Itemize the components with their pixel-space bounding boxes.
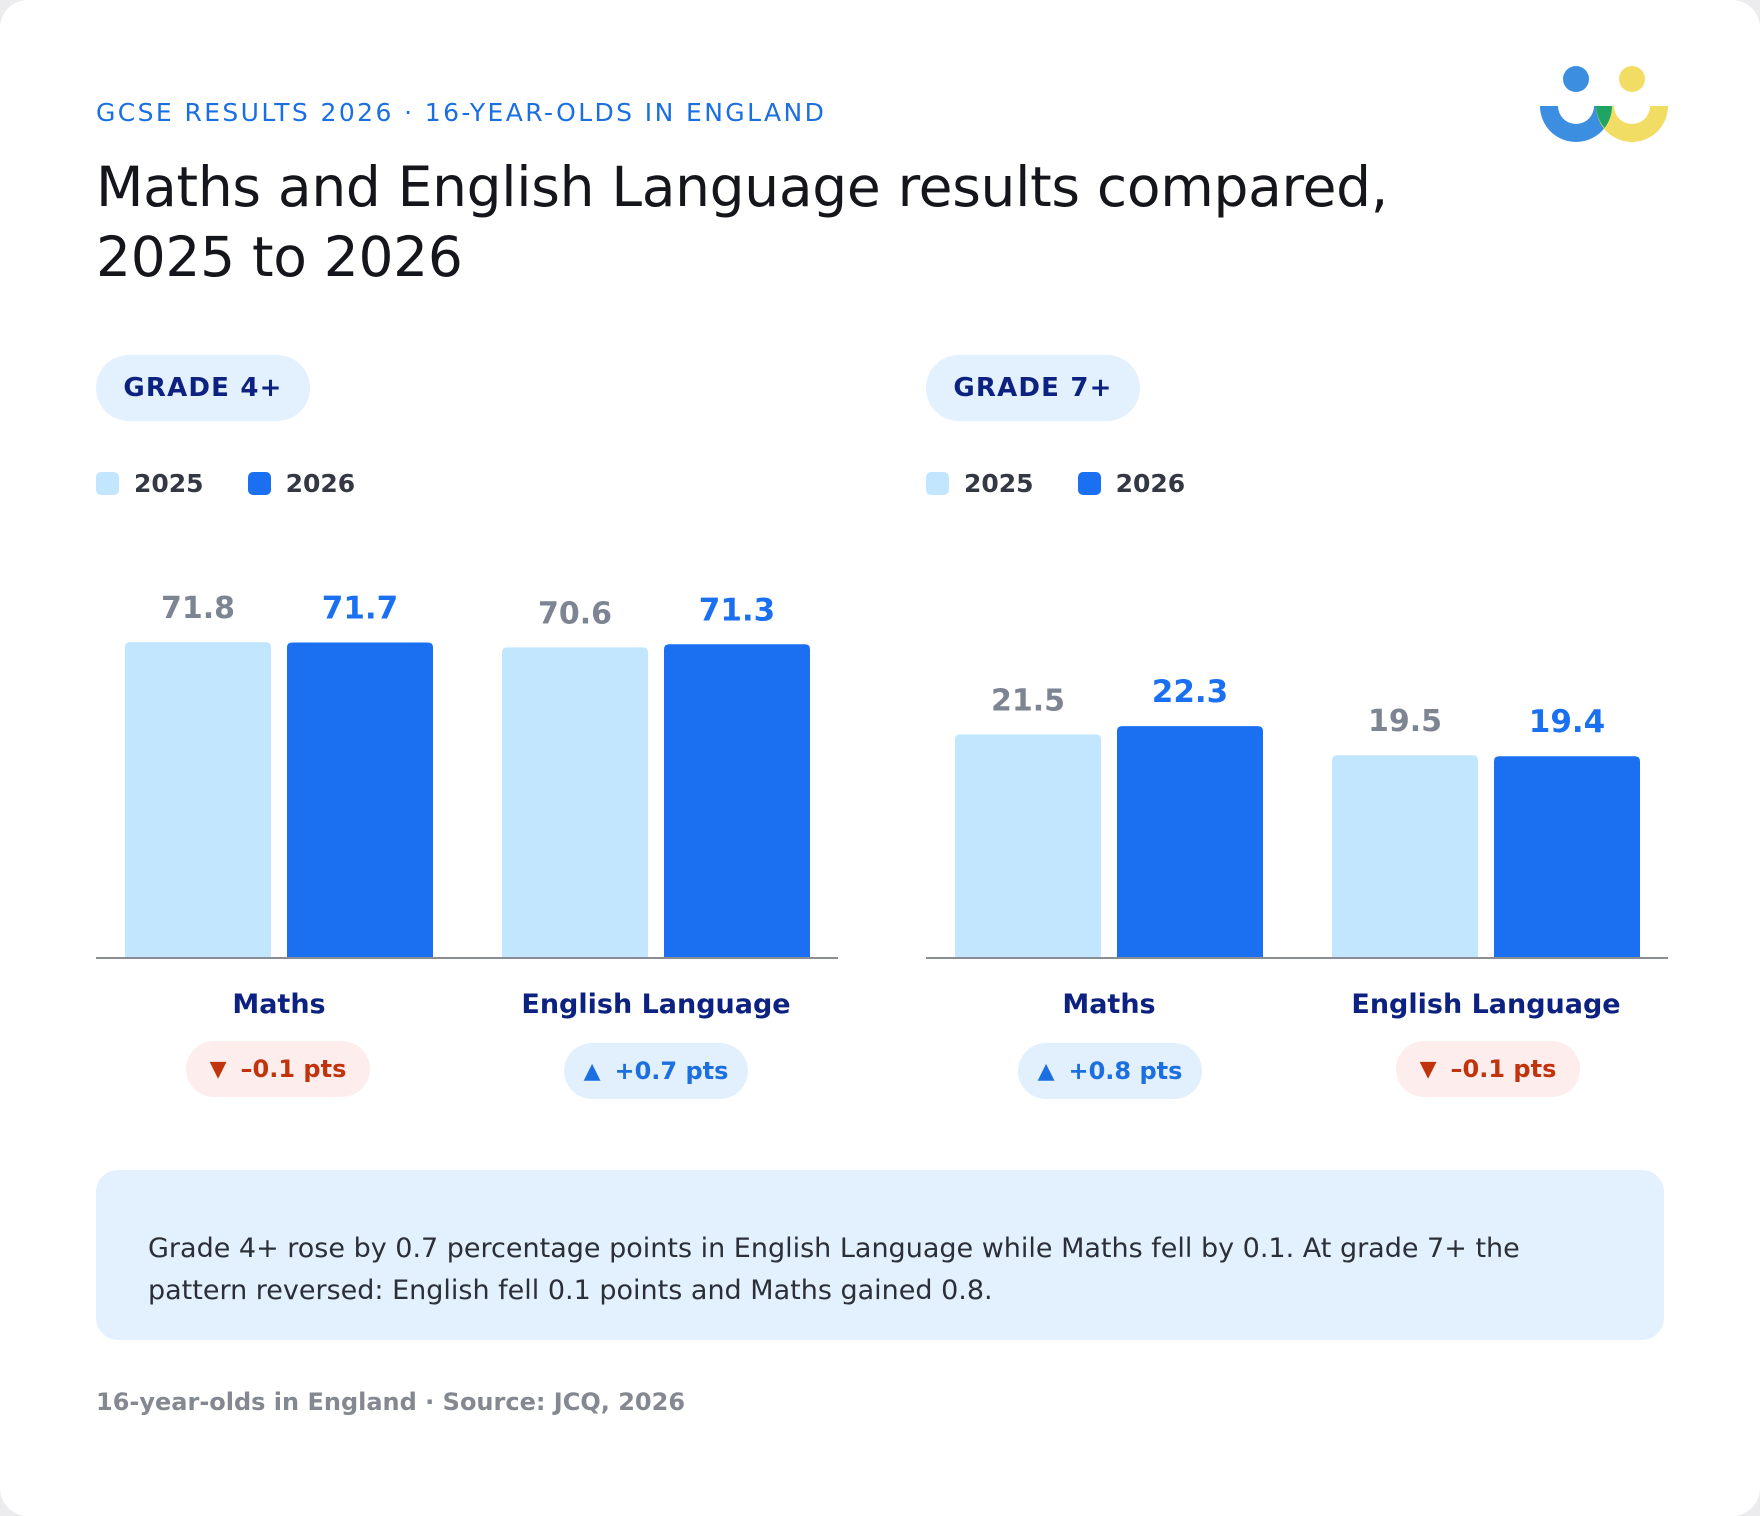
change-badge-grade4-english: ▲ +0.7 pts: [564, 1043, 748, 1099]
grade-7-pill: GRADE 7+: [926, 355, 1140, 421]
change-badge-grade7-maths: ▲ +0.8 pts: [1018, 1043, 1202, 1099]
legend-swatch-2026: [1077, 471, 1101, 495]
bar-value-label: 19.4: [1529, 704, 1606, 740]
legend-item-2026: 2026: [1077, 468, 1186, 498]
legend-item-2025: 2025: [926, 469, 1034, 498]
legend-label-2025: 2025: [134, 468, 204, 498]
legend-label-2025: 2025: [964, 468, 1034, 498]
legend-swatch-2025: [96, 471, 119, 495]
people-logo-icon: [1540, 66, 1668, 142]
bar-2026-maths: [287, 642, 433, 958]
up-arrow-icon: ▲: [583, 1058, 601, 1084]
bar-2026-english-language: [664, 644, 810, 958]
legend-label-2026: 2026: [285, 468, 356, 498]
logo-blue-head: [1563, 66, 1589, 92]
bar-2025-maths: [125, 642, 271, 958]
logo-green-overlap: [1596, 106, 1612, 128]
bar-value-label: 19.5: [1368, 704, 1442, 739]
category-label: Maths: [1062, 989, 1155, 1020]
eyebrow-text: GCSE RESULTS 2026 · 16-YEAR-OLDS IN ENGL…: [96, 98, 827, 127]
change-badge-text: –0.1 pts: [240, 1055, 347, 1083]
category-label: English Language: [1351, 989, 1620, 1020]
logo-blue-arc: [1540, 106, 1612, 142]
bar-value-label: 71.7: [322, 591, 399, 627]
bar-value-label: 71.3: [699, 592, 776, 628]
logo-yellow-arc: [1596, 106, 1668, 142]
legend-grade-7: 2025 2026: [926, 466, 1229, 500]
category-label: English Language: [521, 989, 790, 1020]
source-note: 16-year-olds in England · Source: JCQ, 2…: [96, 1388, 686, 1416]
category-label: Maths: [232, 989, 325, 1020]
legend-label-2026: 2026: [1115, 468, 1186, 498]
down-arrow-icon: ▼: [1419, 1056, 1437, 1082]
summary-note: Grade 4+ rose by 0.7 percentage points i…: [96, 1170, 1664, 1340]
bar-2025-maths: [955, 734, 1101, 958]
bar-value-label: 71.8: [161, 591, 235, 626]
legend-item-2025: 2025: [96, 469, 204, 498]
bar-value-label: 21.5: [991, 683, 1065, 718]
bar-2026-english-language: [1494, 756, 1640, 958]
logo-yellow-head: [1619, 66, 1645, 92]
bar-2025-english-language: [1332, 755, 1478, 958]
bar-value-label: 70.6: [538, 596, 612, 631]
change-badge-grade7-english: ▼ –0.1 pts: [1396, 1041, 1580, 1097]
bar-value-label: 22.3: [1152, 674, 1229, 710]
summary-text: Grade 4+ rose by 0.7 percentage points i…: [148, 1233, 1520, 1306]
bar-2025-english-language: [502, 647, 648, 958]
legend-swatch-2025: [926, 471, 949, 495]
legend-grade-4: 2025 2026: [96, 466, 399, 500]
legend-swatch-2026: [247, 471, 271, 495]
down-arrow-icon: ▼: [209, 1056, 227, 1082]
change-badge-text: +0.8 pts: [1068, 1057, 1183, 1085]
change-badge-text: +0.7 pts: [614, 1057, 729, 1085]
change-badge-text: –0.1 pts: [1450, 1055, 1557, 1083]
change-badge-grade4-maths: ▼ –0.1 pts: [186, 1041, 370, 1097]
chart-title: Maths and English Language results compa…: [96, 155, 1388, 289]
up-arrow-icon: ▲: [1037, 1058, 1055, 1084]
bar-2026-maths: [1117, 726, 1263, 958]
grade-4-pill: GRADE 4+: [96, 355, 310, 421]
legend-item-2026: 2026: [247, 468, 356, 498]
